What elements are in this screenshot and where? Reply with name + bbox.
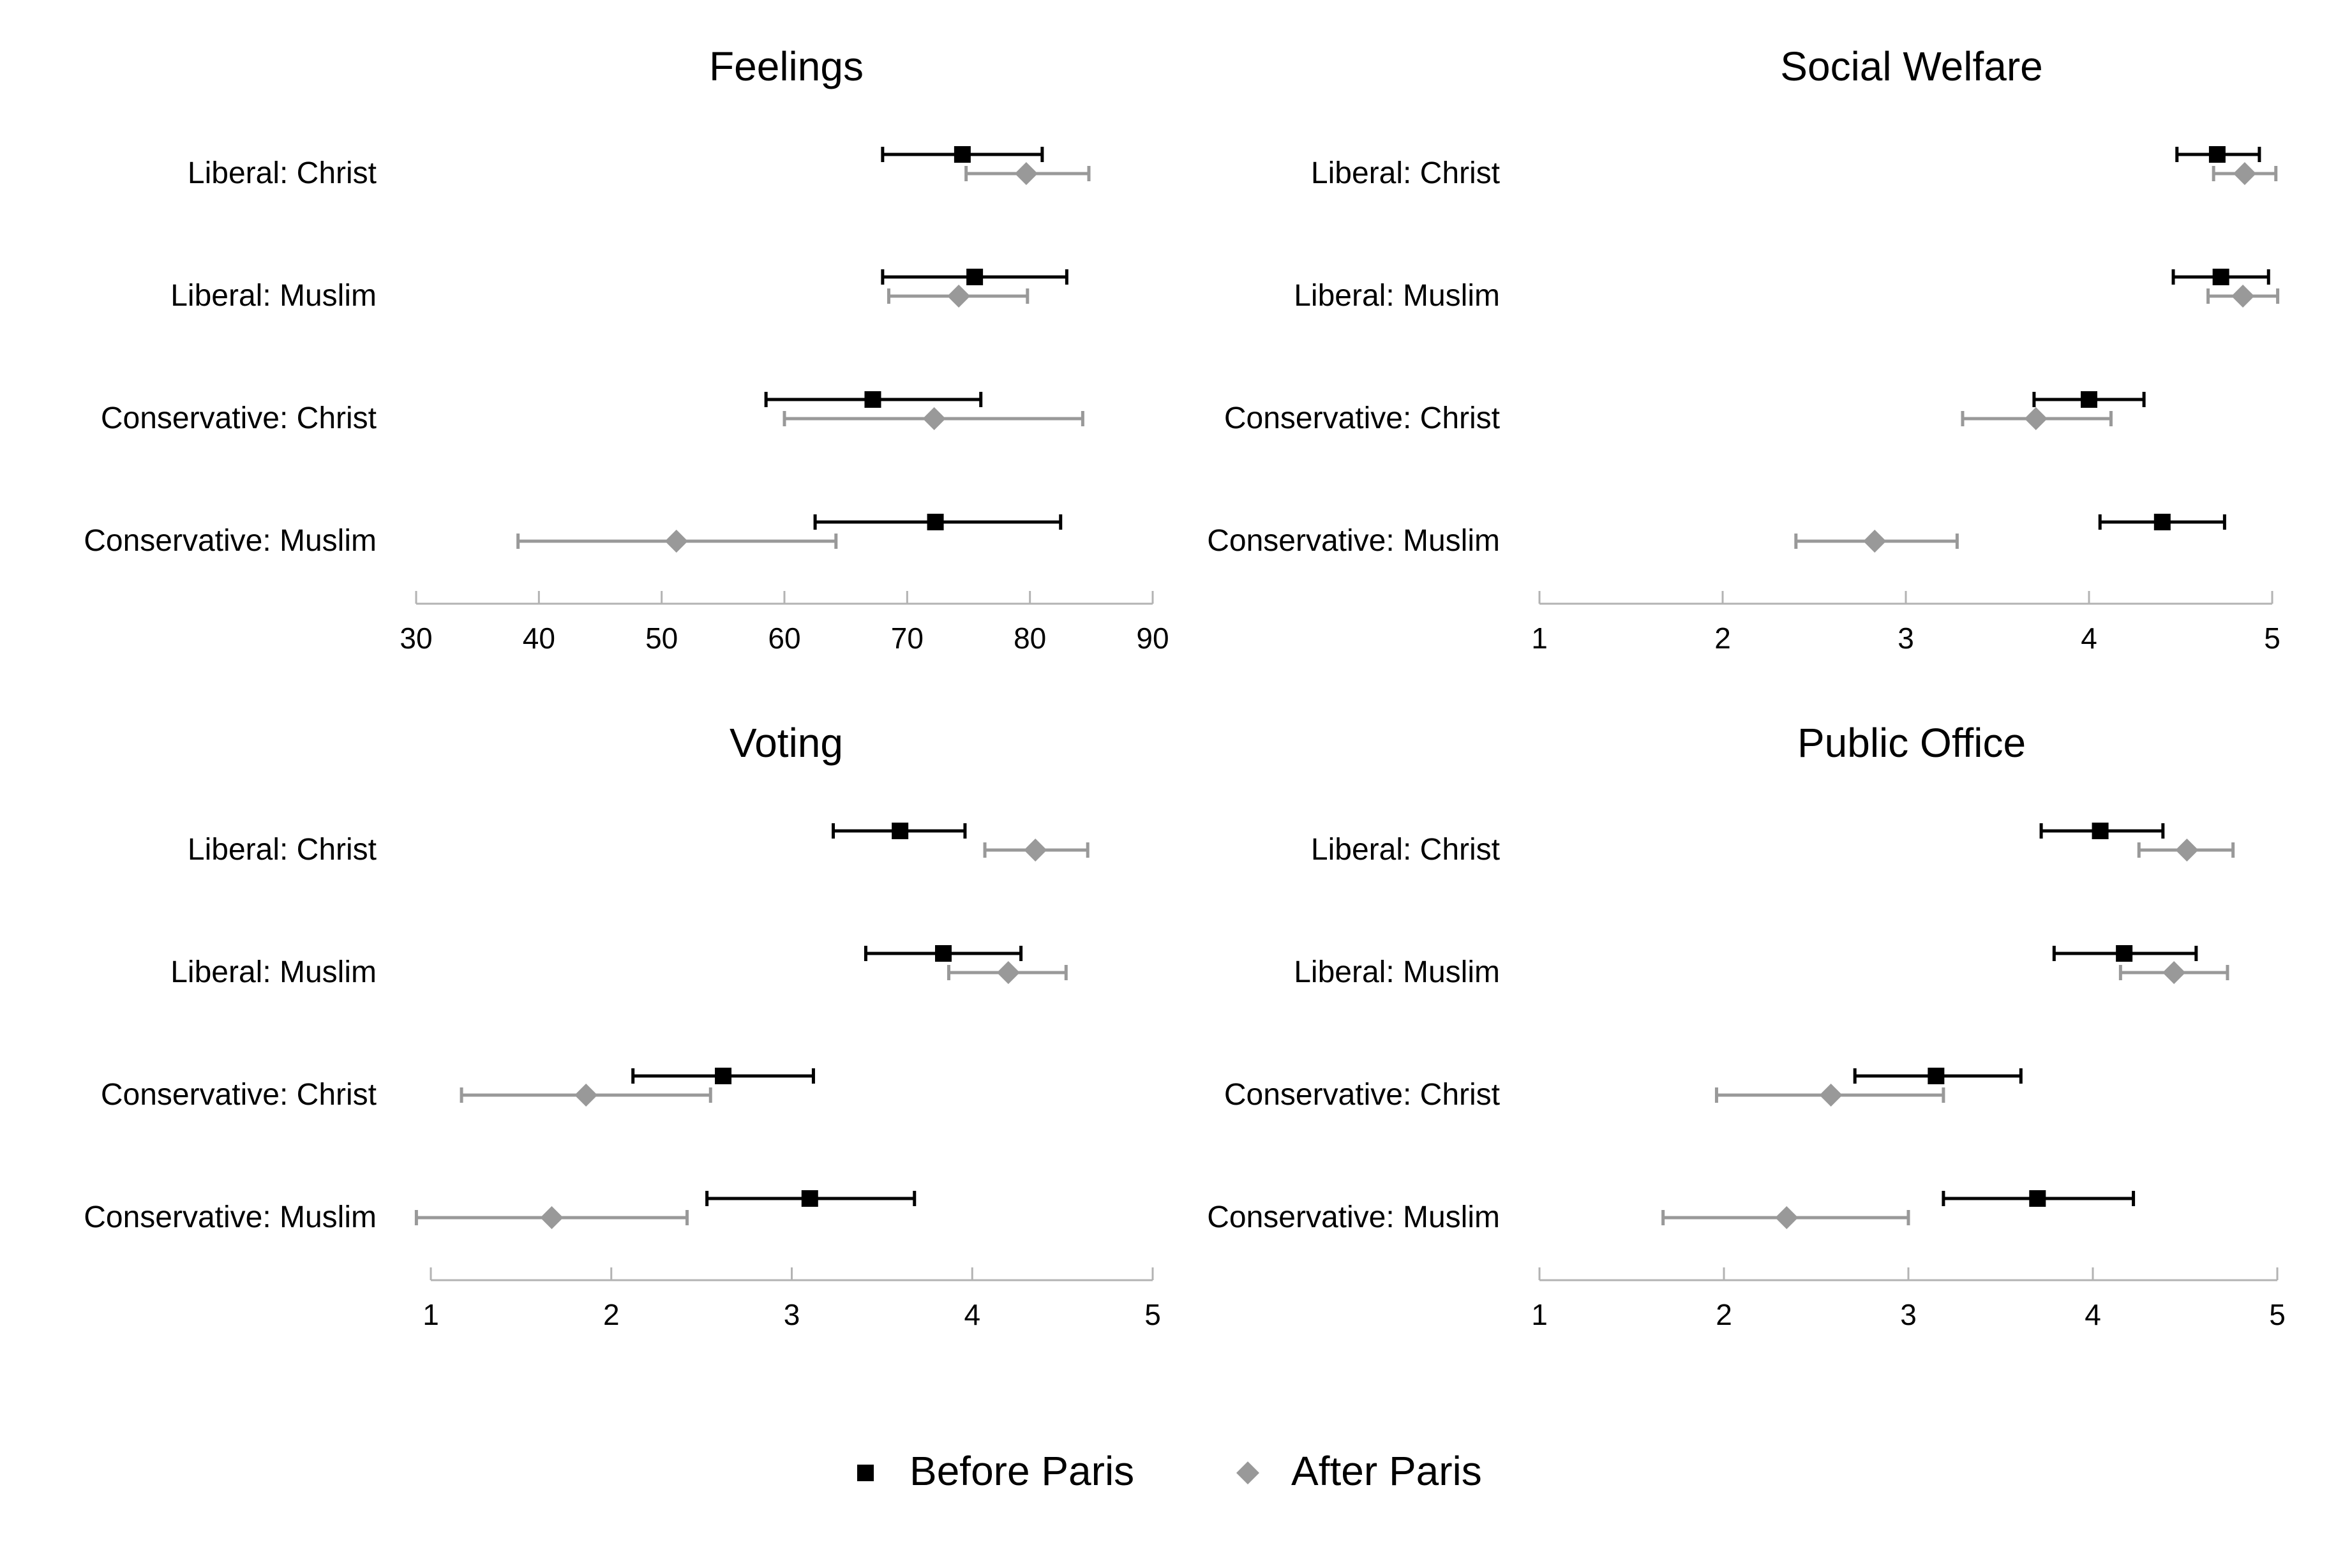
point-after-paris (2162, 961, 2186, 984)
x-tick-label: 5 (2264, 622, 2280, 655)
point-after-paris (540, 1206, 564, 1229)
point-after-paris (1014, 162, 1038, 185)
panel-feelings: Feelings Liberal: Christ Liberal: Muslim Co… (84, 43, 1169, 655)
x-tick-label: 40 (523, 622, 555, 655)
category-label: Conservative: Muslim (1207, 1200, 1500, 1234)
category-label: Liberal: Muslim (170, 955, 377, 989)
point-before-paris (2208, 146, 2226, 163)
x-tick-label: 3 (784, 1298, 800, 1331)
x-tick-label: 2 (603, 1298, 620, 1331)
legend: Before Paris After Paris (857, 1448, 1482, 1494)
x-tick-label: 30 (400, 622, 432, 655)
x-tick-label: 50 (645, 622, 678, 655)
point-before-paris (2081, 391, 2097, 408)
point-after-paris (947, 285, 971, 308)
panel-title: Social Welfare (1780, 43, 2042, 89)
point-before-paris (2153, 514, 2171, 530)
point-after-paris (1775, 1206, 1799, 1229)
x-tick-label: 3 (1900, 1298, 1917, 1331)
panel-social-welfare: Social Welfare Liberal: Christ Liberal: Mu… (1207, 43, 2280, 655)
legend-marker-after-paris (1236, 1461, 1259, 1484)
x-tick-label: 80 (1014, 622, 1046, 655)
point-after-paris (2231, 285, 2255, 308)
point-after-paris (922, 407, 946, 430)
point-before-paris (2212, 269, 2229, 285)
panel-public-office: Public Office Liberal: Christ Liberal: Mus… (1207, 720, 2286, 1331)
point-before-paris (2116, 945, 2133, 962)
point-before-paris (801, 1190, 818, 1207)
point-after-paris (2024, 407, 2048, 430)
x-tick-label: 4 (964, 1298, 980, 1331)
point-before-paris (864, 391, 881, 408)
point-after-paris (1819, 1084, 1843, 1107)
x-tick-label: 4 (2085, 1298, 2101, 1331)
point-before-paris (927, 514, 944, 530)
category-label: Conservative: Muslim (1207, 524, 1500, 558)
x-tick-label: 5 (1144, 1298, 1161, 1331)
point-before-paris (715, 1068, 732, 1084)
panel-title: Feelings (709, 43, 864, 89)
category-label: Liberal: Christ (188, 833, 377, 867)
category-label: Conservative: Christ (1224, 1078, 1500, 1112)
point-before-paris (2029, 1190, 2046, 1207)
category-label: Conservative: Christ (101, 401, 377, 435)
category-label: Liberal: Muslim (1294, 279, 1500, 313)
point-before-paris (935, 945, 952, 962)
point-after-paris (664, 530, 688, 553)
category-label: Conservative: Christ (101, 1078, 377, 1112)
point-after-paris (1863, 530, 1887, 553)
point-before-paris (2092, 823, 2109, 839)
x-tick-label: 4 (2081, 622, 2097, 655)
panel-title: Voting (730, 720, 843, 766)
point-after-paris (996, 961, 1020, 984)
point-before-paris (892, 823, 909, 839)
category-label: Conservative: Muslim (84, 524, 377, 558)
point-after-paris (2233, 162, 2256, 185)
x-tick-label: 5 (2269, 1298, 2286, 1331)
legend-label-after-paris: After Paris (1291, 1448, 1482, 1494)
legend-marker-before-paris (857, 1465, 874, 1481)
point-before-paris (966, 269, 984, 285)
category-label: Liberal: Christ (188, 156, 377, 190)
category-label: Liberal: Christ (1311, 156, 1500, 190)
panel-title: Public Office (1797, 720, 2026, 766)
x-tick-label: 1 (1531, 622, 1548, 655)
x-tick-label: 2 (1714, 622, 1731, 655)
category-label: Liberal: Christ (1311, 833, 1500, 867)
category-label: Conservative: Christ (1224, 401, 1500, 435)
point-after-paris (574, 1084, 598, 1107)
x-tick-label: 70 (891, 622, 924, 655)
category-label: Liberal: Muslim (1294, 955, 1500, 989)
x-tick-label: 60 (768, 622, 800, 655)
point-before-paris (954, 146, 971, 163)
x-tick-label: 1 (423, 1298, 439, 1331)
legend-label-before-paris: Before Paris (910, 1448, 1134, 1494)
x-tick-label: 1 (1531, 1298, 1548, 1331)
x-tick-label: 2 (1716, 1298, 1732, 1331)
point-after-paris (1024, 839, 1047, 862)
point-before-paris (1928, 1068, 1945, 1084)
category-label: Conservative: Muslim (84, 1200, 377, 1234)
point-after-paris (2175, 839, 2199, 862)
x-tick-label: 90 (1136, 622, 1169, 655)
panel-voting: Voting Liberal: Christ Liberal: Muslim Cons… (84, 720, 1161, 1331)
x-tick-label: 3 (1898, 622, 1914, 655)
category-label: Liberal: Muslim (170, 279, 377, 313)
